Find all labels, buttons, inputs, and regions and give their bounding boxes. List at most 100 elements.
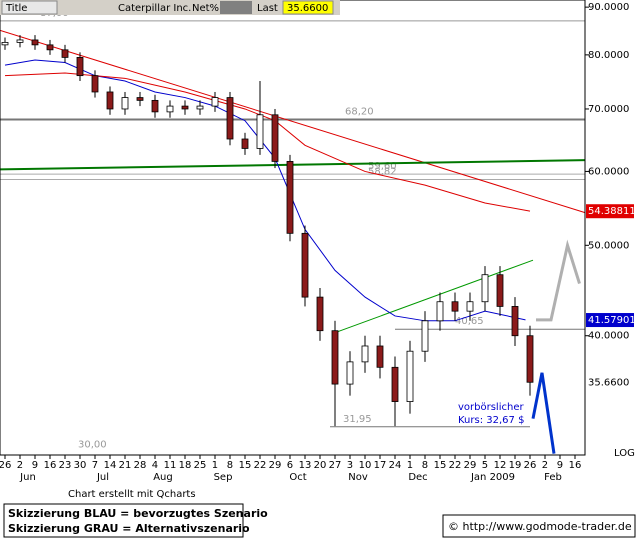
month-label: Jun — [19, 472, 36, 483]
last-box — [282, 0, 334, 15]
x-tick-label: 2 — [542, 460, 548, 471]
candle-body — [406, 350, 414, 402]
x-tick-label: 29 — [269, 460, 282, 471]
plot-frame — [0, 0, 586, 456]
month-label: Sep — [214, 472, 233, 483]
x-tick-label: 20 — [314, 460, 327, 471]
candle-body — [16, 39, 24, 43]
x-tick-label: 12 — [494, 460, 507, 471]
y-tick-label: 50.0000 — [588, 240, 629, 251]
header-symbol: Caterpillar Inc. — [118, 3, 191, 14]
credit: Chart erstellt mit Qcharts — [68, 489, 196, 500]
candle-body — [301, 232, 309, 298]
level-label: 58,82 — [368, 166, 397, 177]
month-label: Aug — [153, 472, 173, 483]
candle-body — [241, 138, 249, 149]
copyright-box — [442, 514, 636, 538]
candle-body — [151, 99, 159, 113]
x-tick-label: 5 — [482, 460, 488, 471]
candle-body — [421, 320, 429, 352]
candle-body — [496, 274, 504, 307]
month-label: Feb — [544, 472, 562, 483]
x-tick-label: 23 — [59, 460, 72, 471]
price-marker-label: 41.57901 — [588, 315, 636, 326]
price-marker — [586, 375, 634, 390]
candle-body — [181, 105, 189, 110]
candle-body — [481, 274, 489, 303]
x-tick-label: 15 — [434, 460, 447, 471]
candle-body — [211, 97, 219, 107]
y-tick-label: 40.0000 — [588, 331, 629, 342]
candle-body — [511, 306, 519, 337]
x-tick-label: 29 — [464, 460, 477, 471]
price-marker — [586, 204, 634, 219]
candle-body — [331, 330, 339, 385]
annotation: vorbörslicher — [458, 402, 524, 413]
x-tick-label: 15 — [239, 460, 252, 471]
y-tick-label: 90.0000 — [588, 2, 629, 13]
x-tick-label: 19 — [509, 460, 522, 471]
x-tick-label: 17 — [374, 460, 387, 471]
candle-body — [61, 49, 69, 58]
month-label: Oct — [289, 472, 306, 483]
trendline — [0, 29, 586, 214]
x-tick-label: 11 — [164, 460, 177, 471]
x-tick-label: 27 — [329, 460, 342, 471]
candle-body — [466, 301, 474, 312]
candle-body — [1, 41, 9, 46]
scenario-path — [536, 239, 581, 322]
x-tick-label: 8 — [422, 460, 428, 471]
x-tick-label: 1 — [407, 460, 413, 471]
x-tick-label: 26 — [524, 460, 537, 471]
month-label: Jul — [96, 472, 109, 483]
x-tick-label: 21 — [119, 460, 132, 471]
x-tick-label: 10 — [359, 460, 372, 471]
level-label: 68,20 — [345, 107, 374, 118]
x-tick-label: 18 — [179, 460, 192, 471]
x-tick-label: 25 — [194, 460, 207, 471]
candle-body — [76, 57, 84, 77]
candle-body — [91, 75, 99, 93]
x-tick-label: 2 — [17, 460, 23, 471]
legend-box — [3, 503, 244, 538]
price-marker — [586, 313, 634, 328]
x-tick-label: 30 — [74, 460, 87, 471]
x-tick-label: 22 — [254, 460, 267, 471]
candle-body — [316, 296, 324, 332]
candle-body — [256, 114, 264, 149]
scale-label: LOG — [614, 448, 635, 459]
legend-text: Skizzierung BLAU = bevorzugtes Szenario — [8, 507, 268, 520]
candle-body — [286, 161, 294, 234]
y-tick-label: 80.0000 — [588, 50, 629, 61]
candle-body — [451, 301, 459, 312]
candle-body — [271, 114, 279, 162]
month-label: Nov — [348, 472, 368, 483]
candle-body — [436, 301, 444, 322]
candle-body — [196, 105, 204, 110]
candle-body — [226, 97, 234, 140]
header-last-label: Last — [257, 3, 278, 14]
level-label: 40,65 — [455, 316, 484, 327]
candle-body — [31, 39, 39, 46]
x-tick-label: 6 — [287, 460, 293, 471]
candle-body — [106, 91, 114, 110]
x-tick-label: 9 — [32, 460, 38, 471]
x-tick-label: 16 — [569, 460, 582, 471]
x-tick-label: 22 — [449, 460, 462, 471]
x-tick-label: 24 — [389, 460, 402, 471]
candle-body — [136, 97, 144, 101]
scenario-path — [531, 372, 556, 454]
level-label: 59,60 — [368, 161, 397, 172]
x-tick-label: 7 — [92, 460, 98, 471]
x-tick-label: 28 — [134, 460, 147, 471]
month-label: Dec — [408, 472, 427, 483]
x-tick-label: 14 — [104, 460, 117, 471]
candle-body — [346, 361, 354, 385]
annotation: Kurs: 32,67 $ — [458, 415, 524, 426]
candle-body — [121, 97, 129, 110]
title-box — [1, 0, 58, 15]
header-last-value: 35.6600 — [287, 3, 328, 14]
